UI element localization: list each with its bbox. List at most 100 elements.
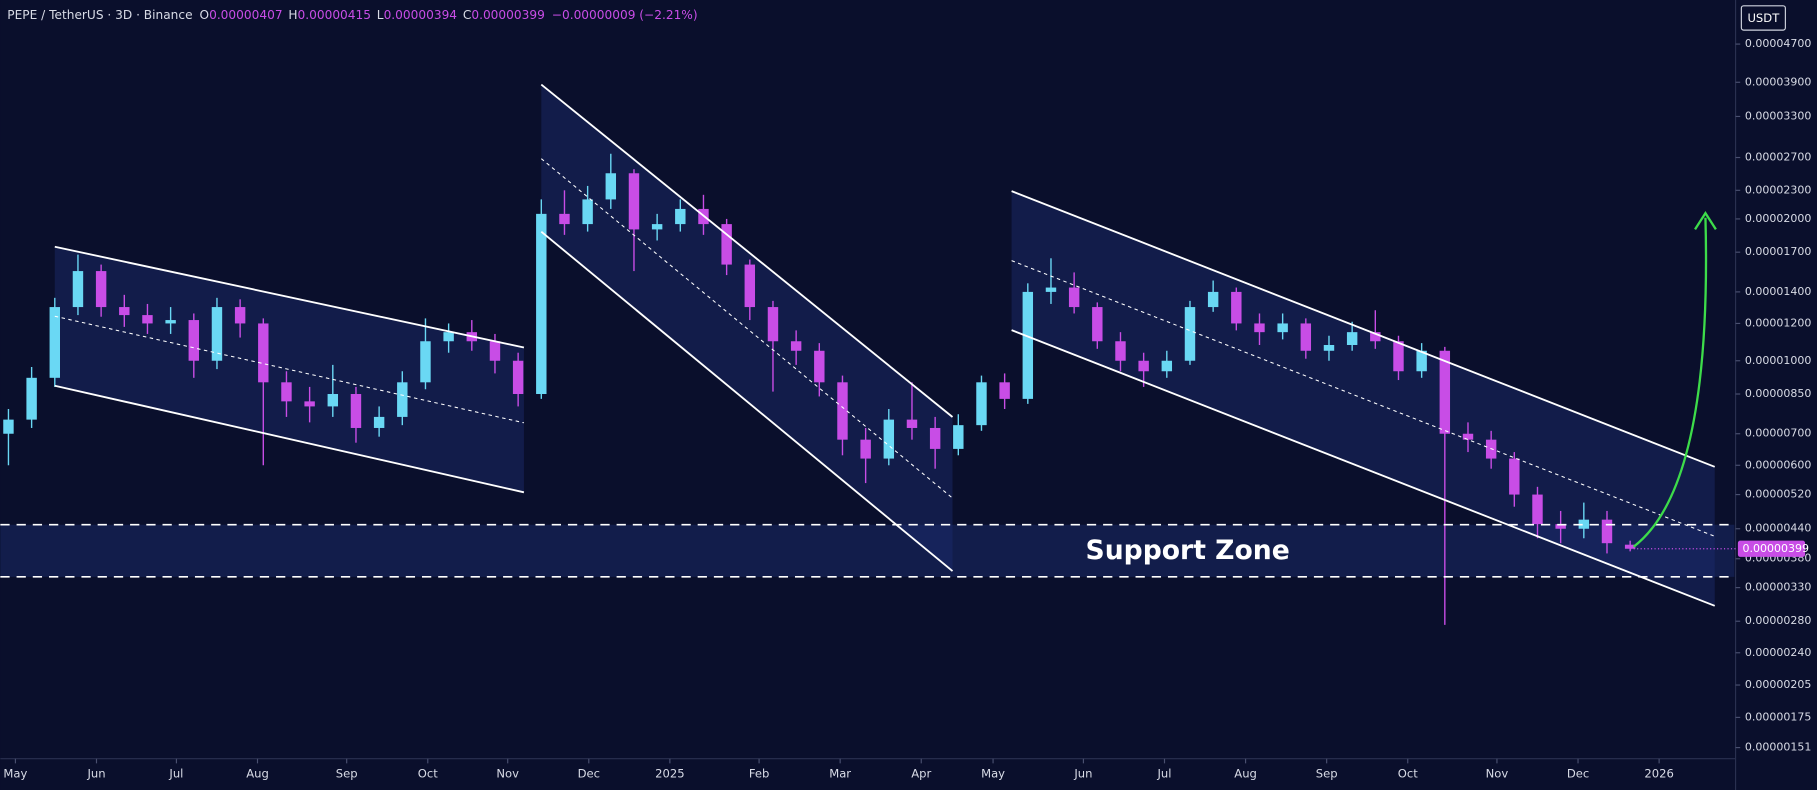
candle-body: [258, 323, 269, 383]
field-key: O: [200, 8, 210, 22]
candle-body: [628, 173, 640, 230]
y-tick-label: 0.00000175: [1745, 710, 1811, 723]
candle-body: [1254, 323, 1265, 333]
x-tick-label: Apr: [911, 766, 931, 780]
y-tick-label: 0.00003900: [1745, 75, 1811, 88]
currency-box: [1740, 5, 1786, 31]
y-tick-label: 0.00000205: [1745, 678, 1811, 691]
candle-body: [304, 401, 315, 407]
candle-body: [1555, 524, 1566, 529]
candle-body: [721, 224, 732, 265]
candle-body: [976, 382, 987, 426]
channel-fill: [54, 246, 524, 493]
candle-body: [1231, 291, 1242, 324]
candle-body: [1092, 307, 1103, 342]
x-tick-label: Jul: [1157, 766, 1172, 780]
y-tick-label: 0.00001000: [1745, 354, 1811, 367]
candle-body: [1323, 345, 1335, 351]
candle-body: [119, 307, 130, 316]
candle-body: [1601, 519, 1613, 544]
y-tick-label: 0.00000240: [1745, 646, 1811, 659]
candle-body: [1509, 458, 1520, 495]
y-tick-label: 0.00000330: [1745, 581, 1811, 594]
candle-body: [1300, 323, 1312, 351]
candle-body: [1068, 287, 1080, 308]
y-tick-label: 0.00002300: [1745, 183, 1811, 196]
x-tick-label: Jun: [86, 766, 105, 780]
candle-body: [1439, 350, 1451, 434]
x-tick-label: Sep: [1316, 766, 1338, 780]
candle-body: [1138, 360, 1149, 372]
y-tick-label: 0.00001200: [1745, 316, 1811, 329]
candle-body: [1277, 323, 1288, 333]
channel-line: [1011, 190, 1716, 468]
y-tick-label: 0.00000151: [1745, 741, 1811, 754]
candle-body: [327, 394, 339, 407]
x-tick-label: Dec: [578, 766, 600, 780]
candle-body: [883, 419, 895, 459]
y-tick-label: 0.00004700: [1745, 37, 1811, 50]
y-tick-label: 0.00000600: [1745, 458, 1811, 471]
x-tick-label: Mar: [829, 766, 851, 780]
channel-mid: [1011, 260, 1715, 537]
candle-body: [999, 382, 1010, 399]
last-price-tag: [1737, 540, 1806, 557]
field-value: 0.00000415: [298, 8, 371, 22]
y-tick-label: 0.00000440: [1745, 522, 1811, 535]
candle-body: [443, 332, 454, 342]
field-value: 0.00000399: [471, 8, 544, 22]
candle-body: [1578, 519, 1590, 529]
candle-body: [536, 213, 547, 395]
candle-body: [165, 320, 176, 324]
channel-lines: [0, 83, 1735, 607]
field-value: 0.00000407: [209, 8, 282, 22]
last-price-label: 0.00000399: [1743, 542, 1809, 555]
x-tick-label: Nov: [496, 766, 519, 780]
candle-body: [72, 271, 84, 308]
x-tick-label: May: [3, 766, 27, 780]
candle-body: [1624, 544, 1636, 549]
candle-body: [814, 350, 825, 383]
candles: [3, 153, 1636, 625]
channel-line: [1011, 329, 1716, 607]
field-key: L: [377, 8, 384, 22]
x-tick-label: Dec: [1567, 766, 1589, 780]
x-tick-label: Jul: [168, 766, 183, 780]
candle-body: [953, 425, 964, 449]
candle-body: [605, 173, 617, 200]
candle-body: [188, 320, 200, 361]
channel-mid: [540, 158, 953, 499]
candle-body: [790, 341, 802, 351]
symbol: PEPE / TetherUS · 3D · Binance: [7, 8, 192, 22]
candle-body: [1161, 360, 1173, 372]
candle-body: [582, 199, 593, 225]
candle-body: [281, 382, 292, 402]
candle-body: [512, 360, 524, 395]
candle-body: [350, 394, 362, 428]
x-tick-label: Feb: [749, 766, 769, 780]
x-tick-label: Aug: [1234, 766, 1257, 780]
x-tick-label: Oct: [1398, 766, 1418, 780]
candle-body: [26, 377, 37, 420]
y-tick-label: 0.00000280: [1745, 614, 1811, 627]
candle-body: [1022, 291, 1034, 399]
support-zone: [0, 524, 1735, 577]
y-tick-label: 0.00003300: [1745, 109, 1811, 122]
candle-body: [373, 416, 385, 428]
y-tick-label: 0.00000700: [1745, 427, 1811, 440]
candle-body: [95, 271, 107, 308]
candle-body: [837, 382, 848, 440]
x-tick-label: Nov: [1486, 766, 1509, 780]
candle-body: [1115, 341, 1126, 361]
x-tick-label: 2025: [655, 766, 684, 780]
candle-body: [1416, 350, 1427, 372]
candle-body: [1370, 332, 1381, 342]
candle-body: [559, 213, 570, 225]
forecast-arrow: [1632, 217, 1708, 548]
annotation: Support Zone: [1086, 535, 1290, 566]
candle-body: [929, 427, 941, 449]
candle-body: [3, 419, 14, 434]
